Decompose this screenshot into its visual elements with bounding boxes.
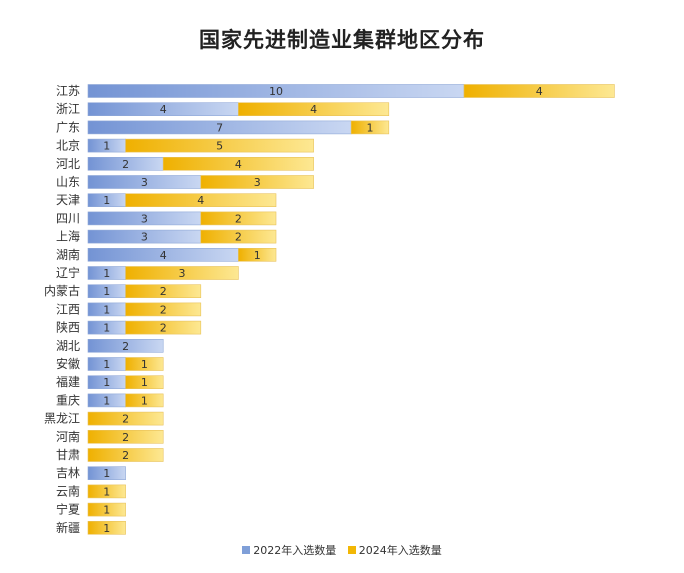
category-label: 安徽 xyxy=(56,356,80,371)
bar-segment xyxy=(87,484,126,499)
bar-segment xyxy=(87,338,164,353)
data-label: 2 xyxy=(122,431,129,444)
category-label: 甘肃 xyxy=(56,448,80,462)
category-label: 陕西 xyxy=(56,320,80,335)
bar-segment xyxy=(87,520,126,535)
data-label: 2 xyxy=(122,158,129,171)
data-label: 7 xyxy=(216,121,223,134)
category-label: 河南 xyxy=(56,429,80,444)
data-label: 1 xyxy=(141,394,148,407)
data-label: 1 xyxy=(103,267,110,280)
data-label: 2 xyxy=(160,285,167,298)
category-label: 宁夏 xyxy=(56,502,80,517)
data-label: 2 xyxy=(122,340,129,353)
bar-segment xyxy=(125,284,202,299)
category-label: 内蒙古 xyxy=(44,283,80,298)
data-label: 1 xyxy=(103,485,110,498)
data-label: 3 xyxy=(254,176,261,189)
category-label: 吉林 xyxy=(56,466,80,480)
bar-segment xyxy=(238,248,277,262)
bar-segment xyxy=(87,466,126,481)
category-label: 江苏 xyxy=(56,84,80,98)
data-label: 2 xyxy=(122,449,129,462)
data-label: 1 xyxy=(103,285,110,298)
data-label: 3 xyxy=(141,212,148,225)
bar-segment xyxy=(200,211,277,226)
data-label: 1 xyxy=(367,121,374,134)
bar-segment xyxy=(200,175,314,189)
bar-segment xyxy=(125,193,277,207)
data-label: 4 xyxy=(160,249,167,262)
category-label: 黑龙江 xyxy=(44,412,80,426)
category-label: 河北 xyxy=(56,157,80,171)
data-label: 2 xyxy=(160,303,167,316)
data-label: 2 xyxy=(235,231,242,244)
bar-segment xyxy=(238,102,390,116)
data-label: 4 xyxy=(536,85,543,98)
data-label: 1 xyxy=(103,467,110,480)
data-label: 1 xyxy=(103,522,110,535)
legend-item-2024[interactable]: 2024年入选数量 xyxy=(347,542,442,558)
legend-swatch xyxy=(242,546,251,554)
data-label: 1 xyxy=(103,194,110,207)
bar-segment xyxy=(87,448,164,462)
bar-segment xyxy=(200,229,277,244)
data-label: 3 xyxy=(141,176,148,189)
category-label: 湖北 xyxy=(56,338,80,353)
bar-segment xyxy=(125,266,239,280)
category-label: 山东 xyxy=(56,175,80,189)
category-label: 北京 xyxy=(56,139,80,153)
category-label: 浙江 xyxy=(56,102,80,116)
bar-segment xyxy=(87,411,164,426)
data-label: 3 xyxy=(141,231,148,244)
category-label: 云南 xyxy=(56,483,80,498)
bar-segment xyxy=(87,502,126,517)
data-label: 4 xyxy=(197,194,204,207)
bar-segment xyxy=(125,320,202,335)
data-label: 5 xyxy=(216,140,223,153)
bar-segment xyxy=(125,393,164,408)
data-label: 1 xyxy=(141,358,148,371)
data-label: 2 xyxy=(122,413,129,426)
bar-segment xyxy=(125,357,164,371)
legend-item-2022[interactable]: 2022年入选数量 xyxy=(242,542,336,558)
data-label: 2 xyxy=(160,322,167,335)
category-label: 新疆 xyxy=(56,520,80,535)
data-label: 1 xyxy=(103,394,110,407)
category-label: 湖南 xyxy=(56,247,80,262)
category-label: 广东 xyxy=(56,120,80,134)
data-label: 1 xyxy=(103,140,110,153)
category-label: 四川 xyxy=(56,211,80,225)
bar-segment xyxy=(350,120,390,135)
data-label: 3 xyxy=(179,267,186,280)
data-label: 4 xyxy=(235,158,242,171)
data-label: 1 xyxy=(141,376,148,389)
bar-segment xyxy=(162,157,314,171)
category-label: 辽宁 xyxy=(56,265,80,280)
bar-segment xyxy=(125,138,314,153)
bar-segment xyxy=(463,84,615,98)
data-label: 1 xyxy=(103,376,110,389)
category-label: 上海 xyxy=(56,229,80,244)
data-label: 1 xyxy=(254,249,261,262)
category-label: 江西 xyxy=(56,302,80,316)
data-label: 1 xyxy=(103,322,110,335)
legend: 2022年入选数量 2024年入选数量 xyxy=(0,542,684,558)
data-label: 2 xyxy=(235,212,242,225)
bar-segment xyxy=(125,302,202,317)
category-label: 重庆 xyxy=(56,393,80,407)
data-label: 1 xyxy=(103,358,110,371)
data-label: 4 xyxy=(160,103,167,116)
data-label: 1 xyxy=(103,303,110,316)
data-label: 1 xyxy=(103,504,110,517)
bar-segment xyxy=(87,429,164,444)
category-label: 天津 xyxy=(56,193,80,207)
data-label: 10 xyxy=(269,85,283,98)
bar-segment xyxy=(125,375,164,390)
data-label: 4 xyxy=(310,103,317,116)
category-label: 福建 xyxy=(56,374,80,389)
legend-swatch xyxy=(347,546,356,554)
chart-title: 国家先进制造业集群地区分布 xyxy=(199,28,485,52)
